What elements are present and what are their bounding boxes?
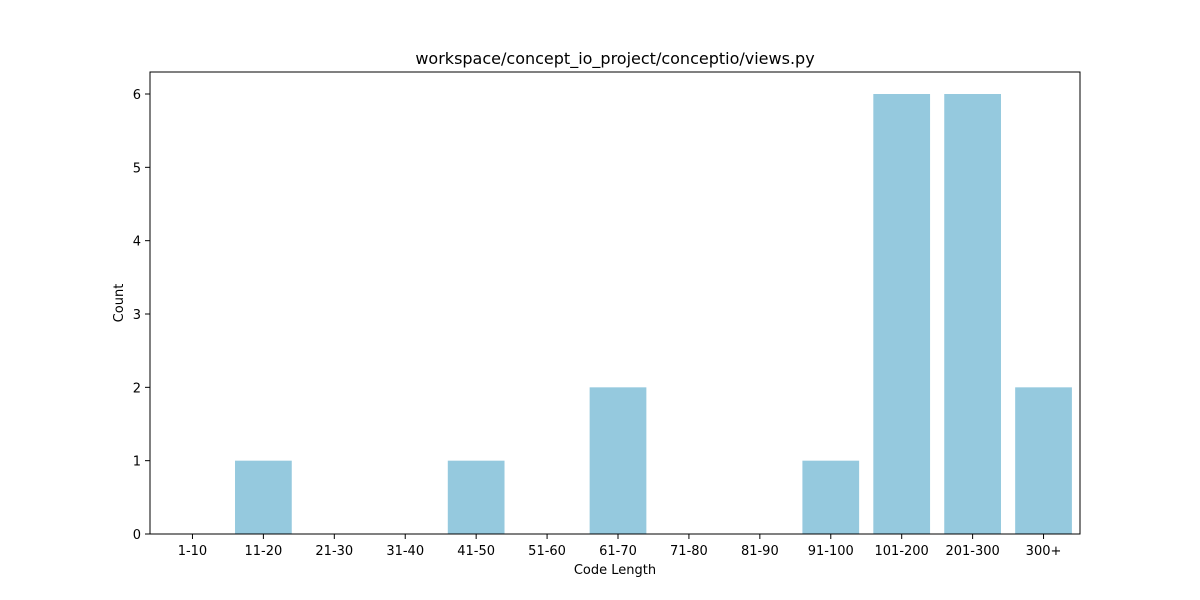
x-tick-label: 300+ — [1026, 544, 1062, 559]
x-tick-label: 91-100 — [808, 544, 854, 559]
y-tick-label: 0 — [133, 528, 141, 543]
bar-61-70 — [589, 387, 647, 534]
bars-group — [235, 94, 1072, 534]
x-tick-label: 61-70 — [599, 544, 637, 559]
x-tick-label: 21-30 — [315, 544, 353, 559]
x-tick-label: 71-80 — [670, 544, 708, 559]
x-tick-label: 11-20 — [244, 544, 282, 559]
x-axis-label: Code Length — [574, 563, 656, 578]
y-tick-label: 2 — [133, 381, 141, 396]
bar-300+ — [1015, 387, 1072, 534]
y-tick-label: 1 — [133, 455, 141, 470]
y-axis-ticks: 0 1 2 3 4 5 6 — [133, 88, 150, 543]
chart-title: workspace/concept_io_project/conceptio/v… — [415, 49, 814, 69]
bar-91-100 — [802, 460, 860, 534]
x-tick-label: 201-300 — [945, 544, 999, 559]
x-tick-label: 101-200 — [875, 544, 929, 559]
bar-11-20 — [235, 460, 292, 534]
bar-201-300 — [944, 94, 1001, 534]
x-tick-label: 31-40 — [386, 544, 424, 559]
bar-41-50 — [447, 460, 505, 534]
plot-frame — [149, 71, 1081, 535]
bar-101-200 — [873, 94, 931, 534]
x-axis-ticks: 1-10 11-20 21-30 31-40 41-50 51-60 61-70 71-80 8… — [178, 534, 1062, 559]
y-tick-label: 3 — [133, 308, 141, 323]
y-axis-label: Count — [112, 284, 127, 323]
x-tick-label: 1-10 — [178, 544, 208, 559]
x-tick-label: 81-90 — [741, 544, 779, 559]
y-tick-label: 6 — [133, 88, 141, 103]
x-tick-label: 51-60 — [528, 544, 566, 559]
y-tick-label: 5 — [133, 161, 141, 176]
y-tick-label: 4 — [133, 235, 141, 250]
x-tick-label: 41-50 — [457, 544, 495, 559]
